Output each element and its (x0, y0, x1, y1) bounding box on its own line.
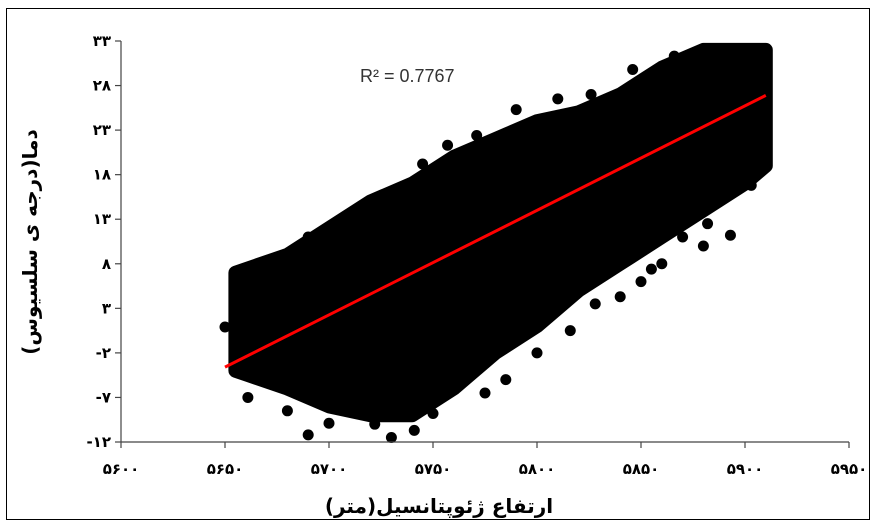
y-tick-label: ۸ (102, 255, 111, 273)
x-tick-label: ۵۷۰۰ (311, 460, 348, 478)
x-tick-label: ۵۷۵۰ (415, 460, 452, 478)
data-point (697, 240, 709, 252)
data-point (510, 104, 522, 116)
scatter-points (219, 46, 772, 444)
data-point (564, 325, 576, 337)
data-point (585, 88, 597, 100)
data-point (254, 258, 266, 270)
data-point (500, 374, 512, 386)
data-point (385, 432, 397, 444)
data-point (302, 231, 314, 243)
data-point (531, 347, 543, 359)
x-tick-label: ۵۸۵۰ (623, 460, 660, 478)
data-point (589, 298, 601, 310)
data-point (427, 407, 439, 419)
data-point (614, 291, 626, 303)
data-point (369, 418, 381, 430)
y-tick-label: -۱۲ (86, 433, 111, 451)
data-point (331, 218, 343, 230)
r-squared-annotation: R² = 0.7767 (360, 66, 455, 86)
data-point (471, 129, 483, 141)
data-point (702, 218, 714, 230)
x-tick-label: ۵۹۰۰ (727, 460, 764, 478)
y-tick-label: -۷ (96, 388, 111, 406)
y-tick-label: ۱۳ (93, 210, 111, 228)
y-tick-label: ۳۳ (93, 32, 111, 50)
data-point (552, 93, 564, 105)
data-point (248, 368, 260, 380)
data-point (242, 391, 254, 403)
y-tick-label: ۲۳ (93, 121, 111, 139)
y-tick-label: ۱۸ (93, 166, 111, 184)
data-point (645, 263, 657, 275)
data-point (760, 111, 772, 123)
tick-labels: -۱۲ -۷ -۲ ۳ ۸ ۱۳ ۱۸ ۲۳ ۲۸ ۳۳ ۵۶۰۰ ۵۶۵۰ ۵۷۰۰ ۵۷۵۰ ۵۸۰۰ ۵… (86, 32, 867, 478)
y-tick-label: ۳ (102, 299, 111, 317)
data-point (244, 278, 256, 290)
x-tick-label: ۵۸۰۰ (519, 460, 556, 478)
data-point (281, 405, 293, 417)
x-tick-label: ۵۶۵۰ (207, 460, 244, 478)
x-axis-title: ارتفاع ژئوپتانسیل(متر) (325, 494, 553, 519)
y-tick-label: ۲۸ (93, 77, 111, 95)
data-point (627, 64, 639, 76)
scatter-chart: -۱۲ -۷ -۲ ۳ ۸ ۱۳ ۱۸ ۲۳ ۲۸ ۳۳ ۵۶۰۰ ۵۶۵۰ ۵۷۰۰ ۵۷۵۰ ۵۸۰۰ ۵… (18, 32, 867, 519)
data-point (479, 387, 491, 399)
point-cloud (228, 42, 773, 423)
axes (115, 40, 850, 448)
data-point (448, 383, 460, 395)
data-point (442, 139, 454, 151)
data-point (745, 179, 757, 191)
data-point (710, 47, 722, 59)
point-cloud-mass (228, 42, 773, 423)
data-point (724, 229, 736, 241)
chart-frame: -۱۲ -۷ -۲ ۳ ۸ ۱۳ ۱۸ ۲۳ ۲۸ ۳۳ ۵۶۰۰ ۵۶۵۰ ۵۷۰۰ ۵۷۵۰ ۵۸۰۰ ۵… (6, 8, 870, 520)
data-point (677, 231, 689, 243)
data-point (745, 46, 757, 58)
x-tick-label: ۵۹۵۰ (831, 460, 868, 478)
data-point (408, 424, 420, 436)
data-point (348, 400, 360, 412)
data-point (656, 258, 668, 270)
data-point (385, 191, 397, 203)
trendline (224, 94, 767, 369)
y-axis-title: دما(درجه ی سلسیوس) (18, 129, 42, 355)
data-point (265, 357, 277, 369)
data-point (323, 417, 335, 429)
data-point (668, 50, 680, 62)
y-tick-label: -۲ (96, 344, 111, 362)
data-point (754, 66, 766, 78)
trendline-group (224, 94, 767, 369)
data-point (417, 158, 429, 170)
data-point (219, 321, 231, 333)
x-tick-label: ۵۶۰۰ (103, 460, 140, 478)
data-point (635, 276, 647, 288)
data-point (302, 429, 314, 441)
